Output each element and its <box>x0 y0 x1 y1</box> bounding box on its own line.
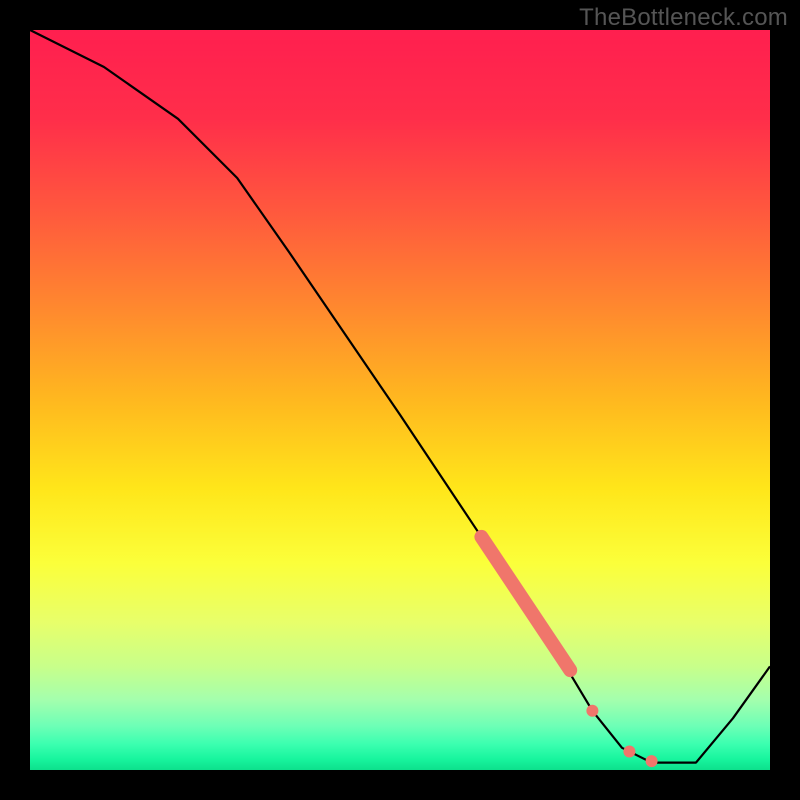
highlight-point <box>586 705 598 717</box>
chart-root: TheBottleneck.com <box>0 0 800 800</box>
chart-gradient-background <box>30 30 770 770</box>
highlight-point <box>623 746 635 758</box>
watermark-text: TheBottleneck.com <box>579 4 788 32</box>
highlight-point <box>646 755 658 767</box>
bottleneck-curve-chart <box>0 0 800 800</box>
